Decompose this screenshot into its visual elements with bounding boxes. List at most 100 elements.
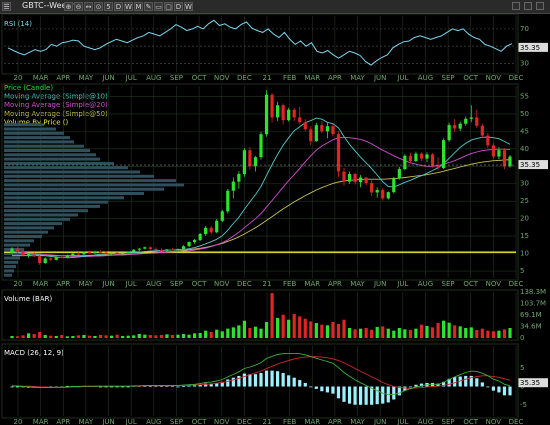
candle	[10, 248, 14, 253]
macd-histogram-bar	[259, 372, 263, 387]
toolbar-button-9[interactable]: ▭	[154, 2, 163, 11]
macd-frame	[1, 343, 519, 419]
toolbar-button-2[interactable]: ↔	[84, 2, 93, 11]
candle	[198, 234, 202, 240]
macd-value-tag	[518, 378, 548, 388]
macd-histogram-bar	[187, 385, 191, 387]
month-label: 20	[14, 418, 23, 425]
month-label: OCT	[192, 280, 207, 288]
rsi-panel[interactable]: RSI (14) 20 MAR APR MAY JUN JUL AUG SEP OCT NOV DE…	[4, 16, 548, 82]
macd-histogram-bar	[121, 386, 125, 388]
candle	[475, 117, 479, 126]
candle	[342, 171, 346, 182]
month-label: MAR	[304, 418, 320, 425]
volume-panel[interactable]: Volume (BAR) 138.3M 103.7M 69.1M 34.6M 0	[4, 288, 546, 342]
toolbar-button-6[interactable]: W	[124, 2, 133, 11]
volume-bar	[375, 327, 379, 338]
volume-bar	[425, 326, 429, 338]
close-button[interactable]	[536, 2, 544, 10]
minimize-button[interactable]	[512, 2, 520, 10]
candle	[82, 252, 86, 255]
candle	[110, 252, 114, 254]
candle	[248, 150, 252, 167]
rsi-axis-label: 70	[520, 25, 529, 33]
macd-histogram-bar	[342, 386, 346, 402]
volume-bar	[132, 335, 136, 338]
candle	[469, 117, 473, 119]
candle	[386, 192, 390, 199]
candle	[32, 254, 36, 257]
volume-bar	[442, 320, 446, 338]
month-label: MAR	[33, 280, 49, 288]
macd-axis-label: 5	[520, 364, 524, 372]
candle	[298, 117, 302, 123]
volume-bar	[314, 323, 318, 338]
ma10-line	[11, 117, 511, 259]
volume-by-price-bar	[4, 187, 164, 191]
macd-histogram-bar	[170, 385, 175, 387]
candle	[204, 227, 208, 235]
toolbar-button-10[interactable]: ▢	[164, 2, 173, 11]
volume-by-price-bar	[4, 200, 108, 204]
month-label: AUG	[418, 280, 433, 288]
toolbar-button-8[interactable]: ✎	[144, 2, 153, 11]
candle	[76, 253, 80, 255]
maximize-button[interactable]	[524, 2, 532, 10]
toolbar-button-4[interactable]: 5	[104, 2, 113, 11]
volume-by-price-bar	[4, 273, 12, 277]
month-label: APR	[56, 280, 70, 288]
candle	[331, 126, 335, 135]
volume-by-price-bar	[4, 204, 100, 208]
candle	[21, 252, 25, 255]
volume-bar	[237, 325, 241, 338]
candle	[309, 129, 313, 142]
toolbar-button-0[interactable]: ⊕	[64, 2, 73, 11]
toolbar-button-7[interactable]: M	[134, 2, 143, 11]
volume-bar	[475, 330, 479, 338]
price-panel[interactable]: Price (Candle)Moving Average (Simple@10)…	[4, 84, 548, 288]
candle	[181, 246, 186, 250]
macd-panel[interactable]: MACD (26, 12, 9) 20 MAR APR MAY JUN JUL AUG SEP…	[4, 346, 548, 425]
volume-bar	[170, 335, 175, 338]
candle	[364, 177, 368, 184]
volume-label: Volume (BAR)	[4, 295, 52, 303]
macd-histogram-bar	[309, 386, 313, 388]
candle	[430, 154, 435, 166]
macd-histogram-bar	[364, 386, 368, 405]
menu-icon[interactable]: ☰	[2, 2, 11, 11]
volume-bar	[43, 335, 47, 338]
volume-bar	[148, 335, 152, 338]
macd-label: MACD (26, 12, 9)	[4, 349, 64, 357]
volume-bar	[165, 334, 169, 338]
macd-histogram-bar	[104, 386, 108, 388]
volume-bar	[159, 335, 163, 338]
candle	[287, 109, 291, 121]
chart-area[interactable]: RSI (14) 20 MAR APR MAY JUN JUL AUG SEP OCT NOV DE…	[0, 14, 550, 425]
volume-bar	[93, 336, 97, 338]
toolbar-button-5[interactable]: D	[114, 2, 123, 11]
toolbar-button-12[interactable]: W	[184, 2, 193, 11]
price-legend: Price (Candle)Moving Average (Simple@10)…	[4, 84, 108, 126]
candle	[442, 140, 446, 169]
rsi-value-tag-text: 35.35	[520, 44, 540, 52]
volume-bar	[342, 319, 346, 338]
volume-bar	[364, 328, 368, 338]
month-label: AUG	[146, 74, 161, 82]
macd-histogram-bar	[237, 375, 241, 387]
volume-bar	[215, 329, 219, 338]
volume-bar	[181, 334, 186, 338]
month-label: FEB	[283, 418, 296, 425]
candle	[237, 173, 241, 182]
volume-bar	[370, 329, 374, 338]
month-label: JUL	[396, 280, 408, 288]
price-axis-label: 55	[520, 92, 529, 100]
toolbar-button-3[interactable]: ⊙	[94, 2, 103, 11]
month-label: JUN	[373, 418, 386, 425]
volume-axis-label: 34.6M	[520, 322, 542, 330]
toolbar-button-1[interactable]: ⊖	[74, 2, 83, 11]
toolbar-button-11[interactable]: D	[174, 2, 183, 11]
volume-bar	[49, 335, 53, 338]
candle	[126, 251, 130, 254]
candle	[170, 249, 175, 251]
volume-bar	[480, 328, 484, 338]
